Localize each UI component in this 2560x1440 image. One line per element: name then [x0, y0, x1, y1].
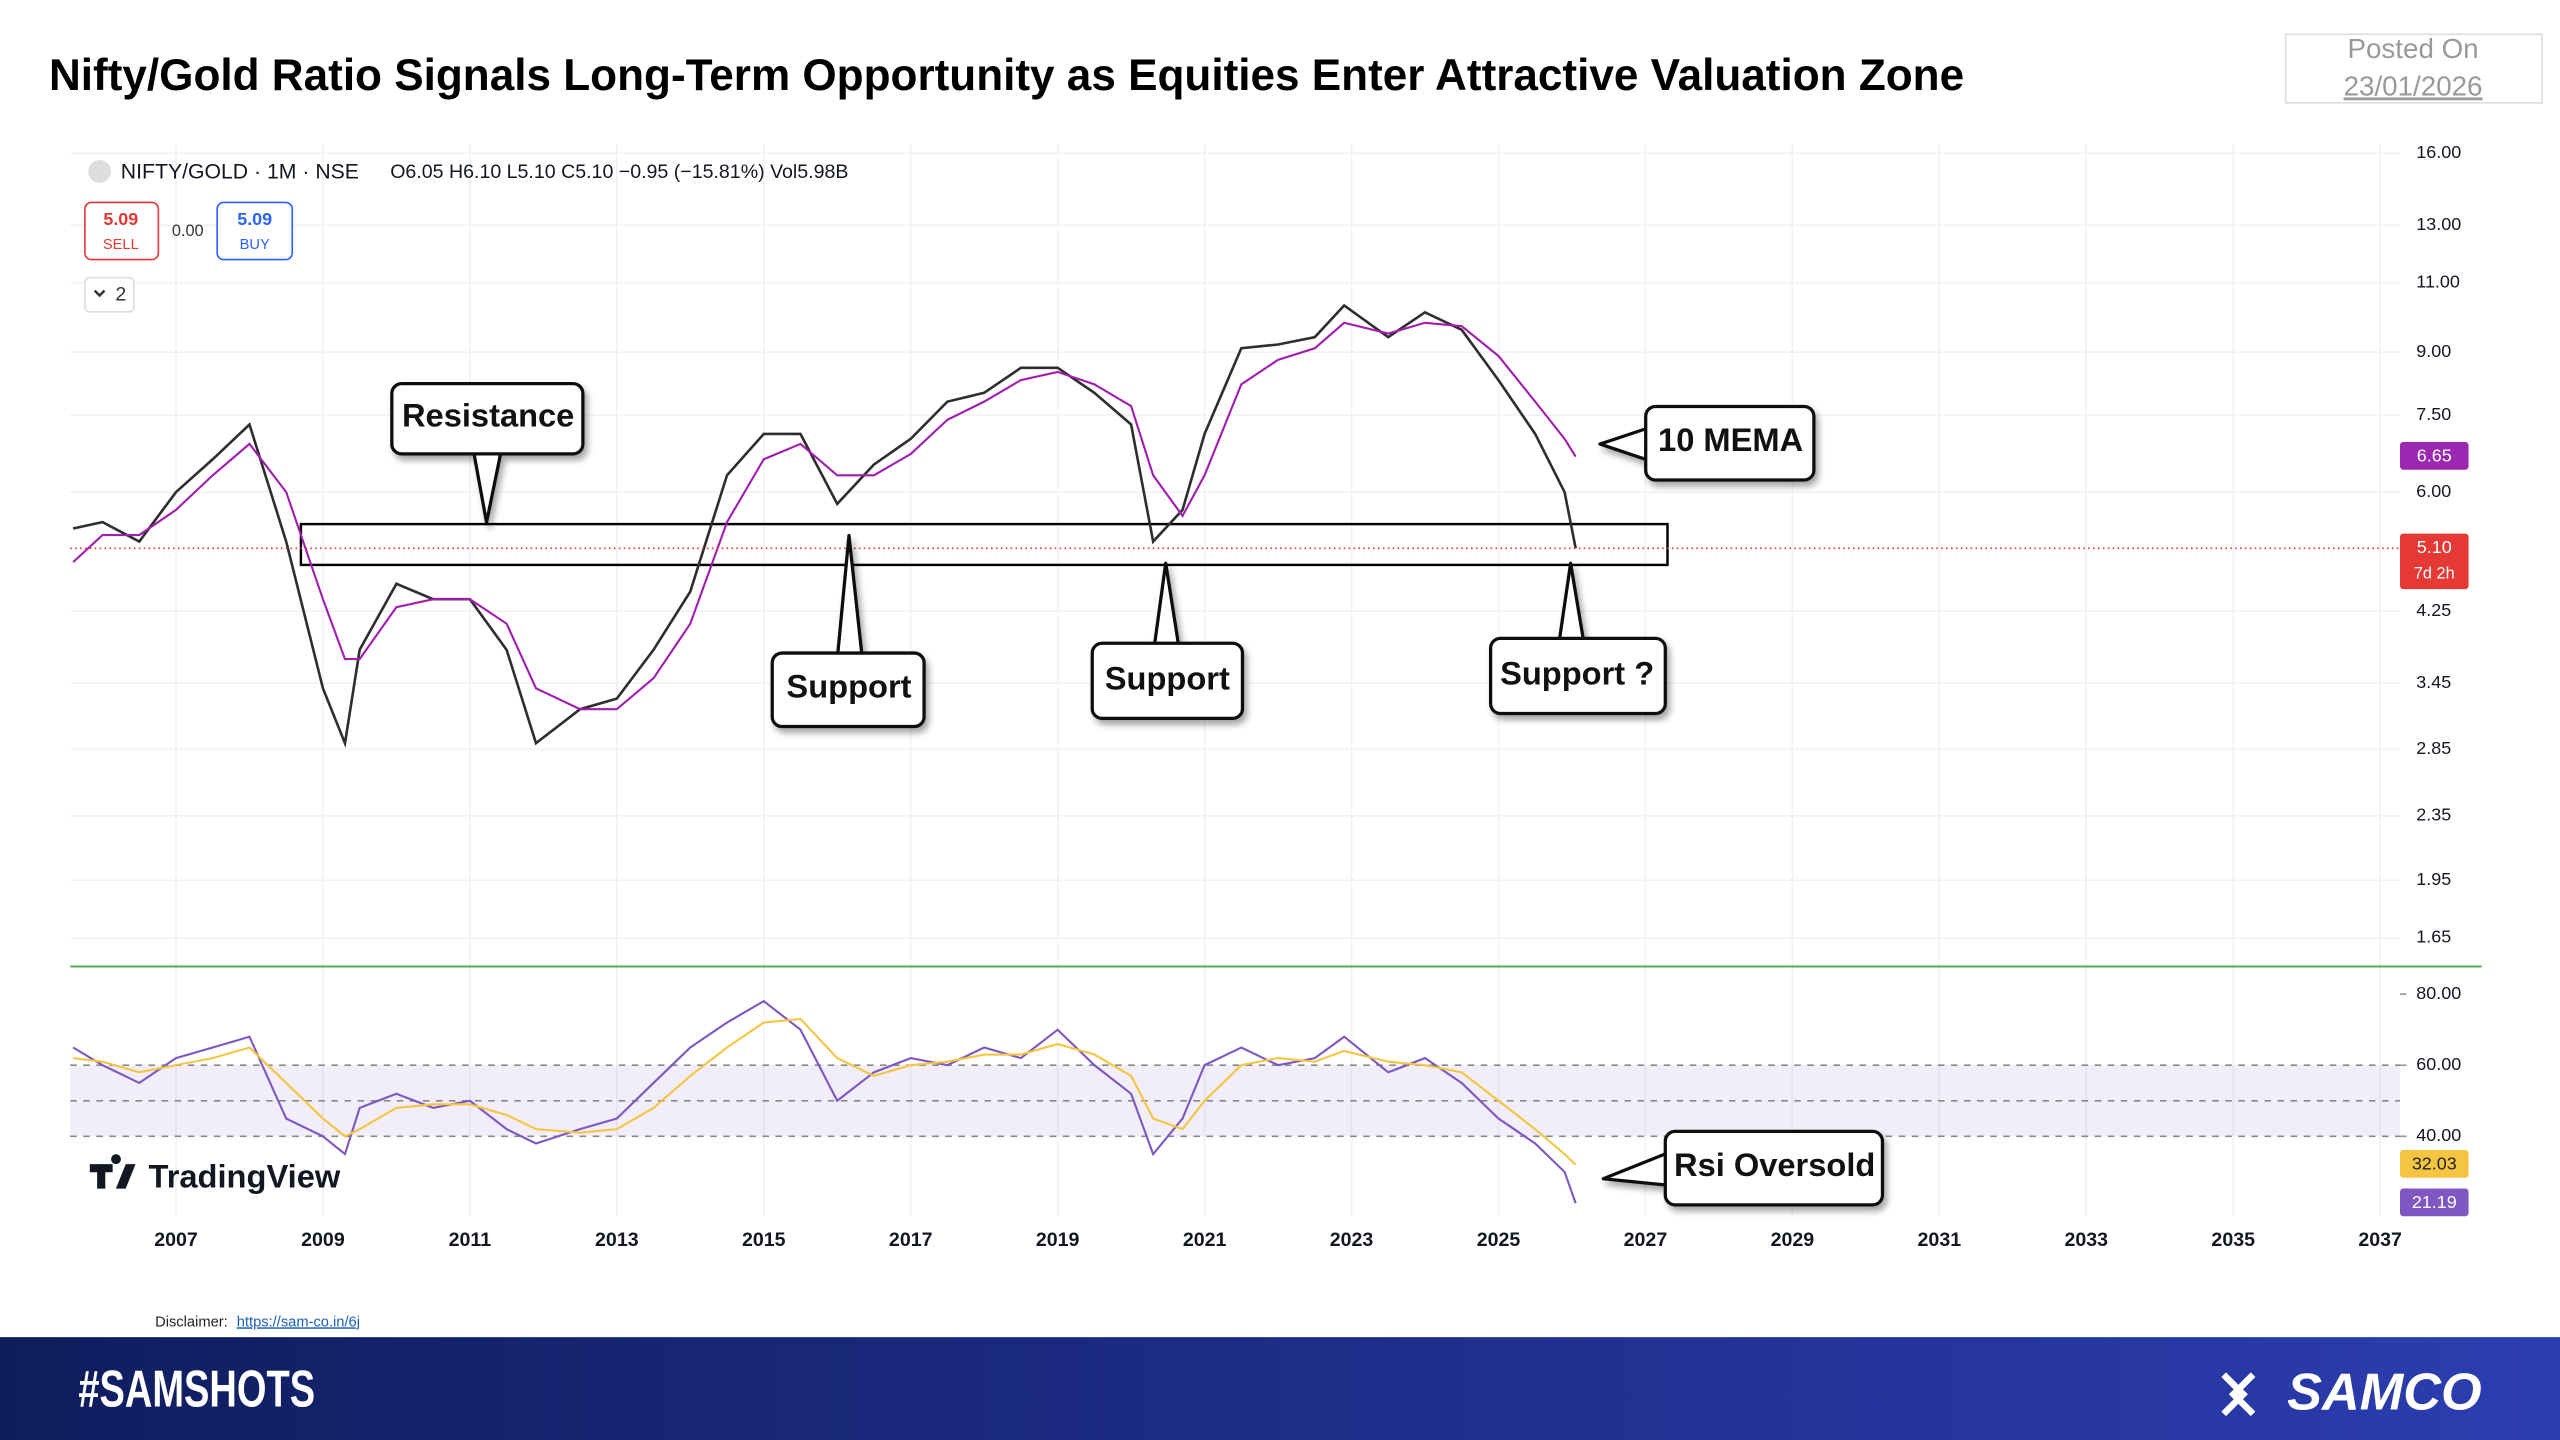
- y-tick-label: 9.00: [2416, 341, 2451, 361]
- annotation: Support: [786, 668, 911, 705]
- pointer: [1598, 426, 1650, 462]
- quote: O6.05 H6.10 L5.10 C5.10 −0.95 (−15.81%) …: [390, 161, 848, 183]
- y-tick-label: 80.00: [2416, 983, 2461, 1003]
- y-tick-label: 40.00: [2416, 1125, 2461, 1145]
- callout: [390, 382, 585, 456]
- hashtag: #SAMSHOTS: [78, 1360, 315, 1418]
- y-tick-label: 2.85: [2416, 738, 2451, 758]
- footer-logo-mark: [2221, 1372, 2256, 1417]
- series-line: [72, 303, 1577, 749]
- x-tick-label: 2033: [2064, 1229, 2108, 1251]
- x-tick-label: 2021: [1183, 1229, 1227, 1251]
- x-tick-label: 2031: [1918, 1229, 1962, 1251]
- y-tick-label: 4.25: [2416, 600, 2451, 620]
- annotation: 10 MEMA: [1658, 421, 1803, 458]
- x-tick-label: 2029: [1771, 1229, 1815, 1251]
- sell-label: SELL: [103, 237, 139, 253]
- series-line: [72, 321, 1577, 711]
- x-tick-label: 2011: [449, 1229, 492, 1251]
- last-value-tag: [2400, 441, 2469, 470]
- pointer: [835, 533, 864, 657]
- disclaimer-label: Disclaimer:: [155, 1314, 228, 1330]
- indicator-count: 2: [115, 284, 126, 306]
- chevron: [93, 289, 106, 298]
- last-value-tag: [2400, 533, 2469, 590]
- y-tick-label: 7.50: [2416, 404, 2451, 424]
- x-tick-label: 2035: [2211, 1229, 2255, 1251]
- posted-date: 23/01/2026: [2344, 70, 2483, 101]
- footer: [0, 1337, 2560, 1440]
- callout: [1663, 1129, 1885, 1207]
- x-tick-label: 2025: [1477, 1229, 1521, 1251]
- y-tick-label: 11.00: [2416, 272, 2460, 292]
- pointer: [471, 450, 503, 525]
- posted-box: [2284, 33, 2543, 104]
- brand: TradingView: [149, 1157, 341, 1194]
- last-value-label: 21.19: [2412, 1192, 2457, 1212]
- annotation: Support: [1105, 659, 1230, 696]
- x-tick-label: 2023: [1330, 1229, 1374, 1251]
- pointer: [1601, 1151, 1670, 1187]
- last-value-label: 5.10: [2417, 537, 2452, 557]
- y-tick-label: 3.45: [2416, 672, 2451, 692]
- y-tick-label: 6.00: [2416, 481, 2451, 501]
- buy-button[interactable]: [216, 201, 294, 261]
- callouts: [390, 382, 1885, 1207]
- x-tick-label: 2037: [2358, 1229, 2402, 1251]
- last-value-label: 32.03: [2412, 1153, 2457, 1173]
- last-value-label: 6.65: [2417, 445, 2452, 465]
- disclaimer-link[interactable]: https://sam-co.in/6j: [237, 1314, 360, 1330]
- callout: [770, 651, 926, 729]
- callout: [1090, 641, 1245, 720]
- x-tick-label: 2019: [1036, 1229, 1080, 1251]
- y-tick-label: 16.00: [2416, 142, 2461, 162]
- series-line: [73, 1017, 1577, 1166]
- annotation: Support ?: [1500, 655, 1654, 692]
- series-line: [72, 999, 1577, 1204]
- y-tick-label: 13.00: [2416, 214, 2461, 234]
- buy-price: 5.09: [237, 209, 272, 229]
- posted-label: Posted On: [2347, 33, 2478, 64]
- pointer: [1152, 561, 1181, 647]
- buy-label: BUY: [240, 237, 270, 253]
- symbol: NIFTY/GOLD · 1M · NSE: [121, 161, 359, 184]
- spread: 0.00: [172, 222, 204, 240]
- y-tick-label: 1.95: [2416, 869, 2451, 889]
- x-tick-label: 2007: [154, 1229, 198, 1251]
- footer-brand: SAMCO: [2287, 1364, 2481, 1422]
- callout: [1644, 404, 1816, 482]
- x-tick-label: 2027: [1624, 1229, 1668, 1251]
- x-tick-label: 2017: [889, 1229, 933, 1251]
- y-tick-label: 60.00: [2416, 1054, 2461, 1074]
- zone: [299, 522, 1669, 567]
- annotation: Resistance: [402, 397, 574, 434]
- sell-price: 5.09: [103, 209, 138, 229]
- annotation: Rsi Oversold: [1674, 1146, 1875, 1183]
- y-tick-label: 2.35: [2416, 805, 2451, 825]
- indicator-toggle[interactable]: [84, 276, 135, 313]
- brand-icon: [89, 1154, 136, 1189]
- x-tick-label: 2009: [301, 1229, 345, 1251]
- plot-area: 2007 2009 2011 2013 2015 2017 2019 2021 2023 2025…: [70, 142, 2482, 1251]
- callout: [1488, 636, 1667, 716]
- title: Nifty/Gold Ratio Signals Long-Term Oppor…: [49, 51, 1964, 100]
- x-tick-label: 2015: [742, 1229, 786, 1251]
- symbol-icon: [88, 160, 112, 183]
- pointer: [1557, 561, 1586, 642]
- countdown-label: 7d 2h: [2414, 565, 2455, 583]
- y-tick-label: 1.65: [2416, 927, 2451, 947]
- sell-button[interactable]: [84, 201, 160, 261]
- last-value-tag: [2400, 1188, 2469, 1217]
- last-value-tag: [2400, 1149, 2469, 1178]
- x-tick-label: 2013: [595, 1229, 639, 1251]
